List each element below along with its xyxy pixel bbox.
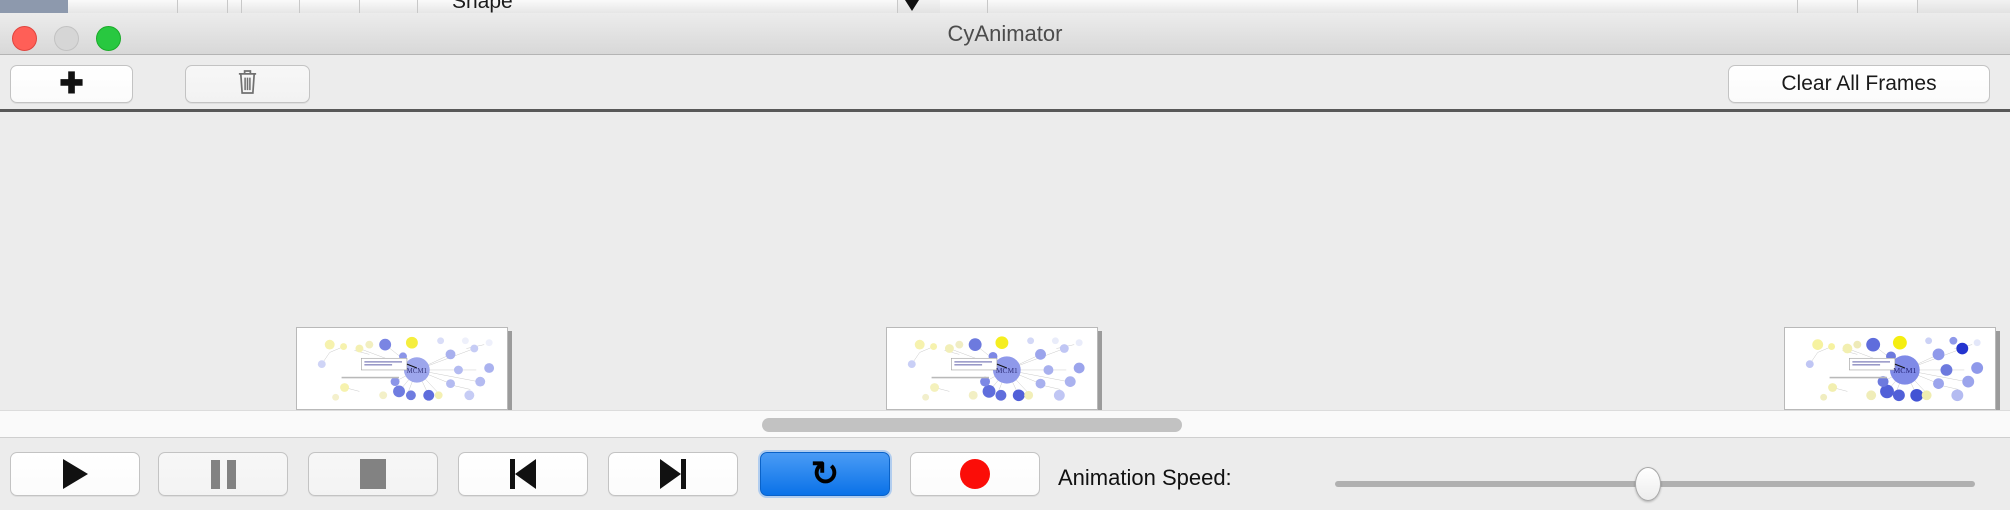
close-button[interactable]	[12, 26, 37, 51]
clear-all-frames-label: Clear All Frames	[1781, 72, 1937, 95]
animation-speed-slider[interactable]	[1335, 467, 1975, 501]
record-button[interactable]	[910, 452, 1040, 496]
zoom-button[interactable]	[96, 26, 121, 51]
previous-frame-button[interactable]	[458, 452, 588, 496]
add-frame-button[interactable]: ✚	[10, 65, 133, 103]
loop-button[interactable]: ↻	[760, 452, 890, 496]
svg-text:MCM1: MCM1	[1893, 366, 1916, 375]
timeline-panel[interactable]: MCM1	[0, 112, 2010, 410]
next-frame-button[interactable]	[608, 452, 738, 496]
record-icon	[960, 459, 990, 489]
window-controls	[12, 26, 121, 51]
trash-icon	[236, 68, 259, 100]
pause-button[interactable]	[158, 452, 288, 496]
play-icon	[62, 459, 88, 489]
svg-text:MCM1: MCM1	[407, 368, 428, 375]
background-window-label: Shape	[452, 0, 513, 13]
timeline-scrollbar-thumb[interactable]	[762, 418, 1182, 432]
skip-back-icon	[510, 459, 536, 489]
svg-text:MCM1: MCM1	[996, 366, 1018, 375]
animation-speed-label: Animation Speed:	[1058, 465, 1232, 490]
toolbar: ✚ Clear All Frames	[0, 55, 2010, 112]
titlebar: CyAnimator	[0, 13, 2010, 55]
stop-button[interactable]	[308, 452, 438, 496]
delete-frame-button[interactable]	[185, 65, 310, 103]
playback-controls: ↻ Animation Speed:	[0, 439, 2010, 510]
network-preview: MCM1	[1788, 331, 1992, 406]
loop-icon: ↻	[810, 455, 840, 493]
clear-all-frames-button[interactable]: Clear All Frames	[1728, 65, 1990, 103]
plus-icon: ✚	[59, 67, 84, 100]
minimize-button[interactable]	[54, 26, 79, 51]
slider-thumb[interactable]	[1635, 467, 1661, 501]
frame-1[interactable]: MCM1	[296, 327, 508, 410]
stop-icon	[360, 459, 386, 489]
window-title: CyAnimator	[947, 21, 1063, 46]
pause-icon	[210, 459, 236, 489]
network-preview: MCM1	[300, 331, 504, 406]
frame-3[interactable]: MCM1	[1784, 327, 1996, 410]
play-button[interactable]	[10, 452, 140, 496]
network-preview: MCM1	[890, 331, 1094, 406]
background-caret-icon	[905, 0, 919, 11]
skip-forward-icon	[660, 459, 686, 489]
background-window-strip: Shape	[0, 0, 2010, 13]
timeline-scrollbar[interactable]	[0, 410, 2010, 438]
frame-2[interactable]: MCM1	[886, 327, 1098, 410]
